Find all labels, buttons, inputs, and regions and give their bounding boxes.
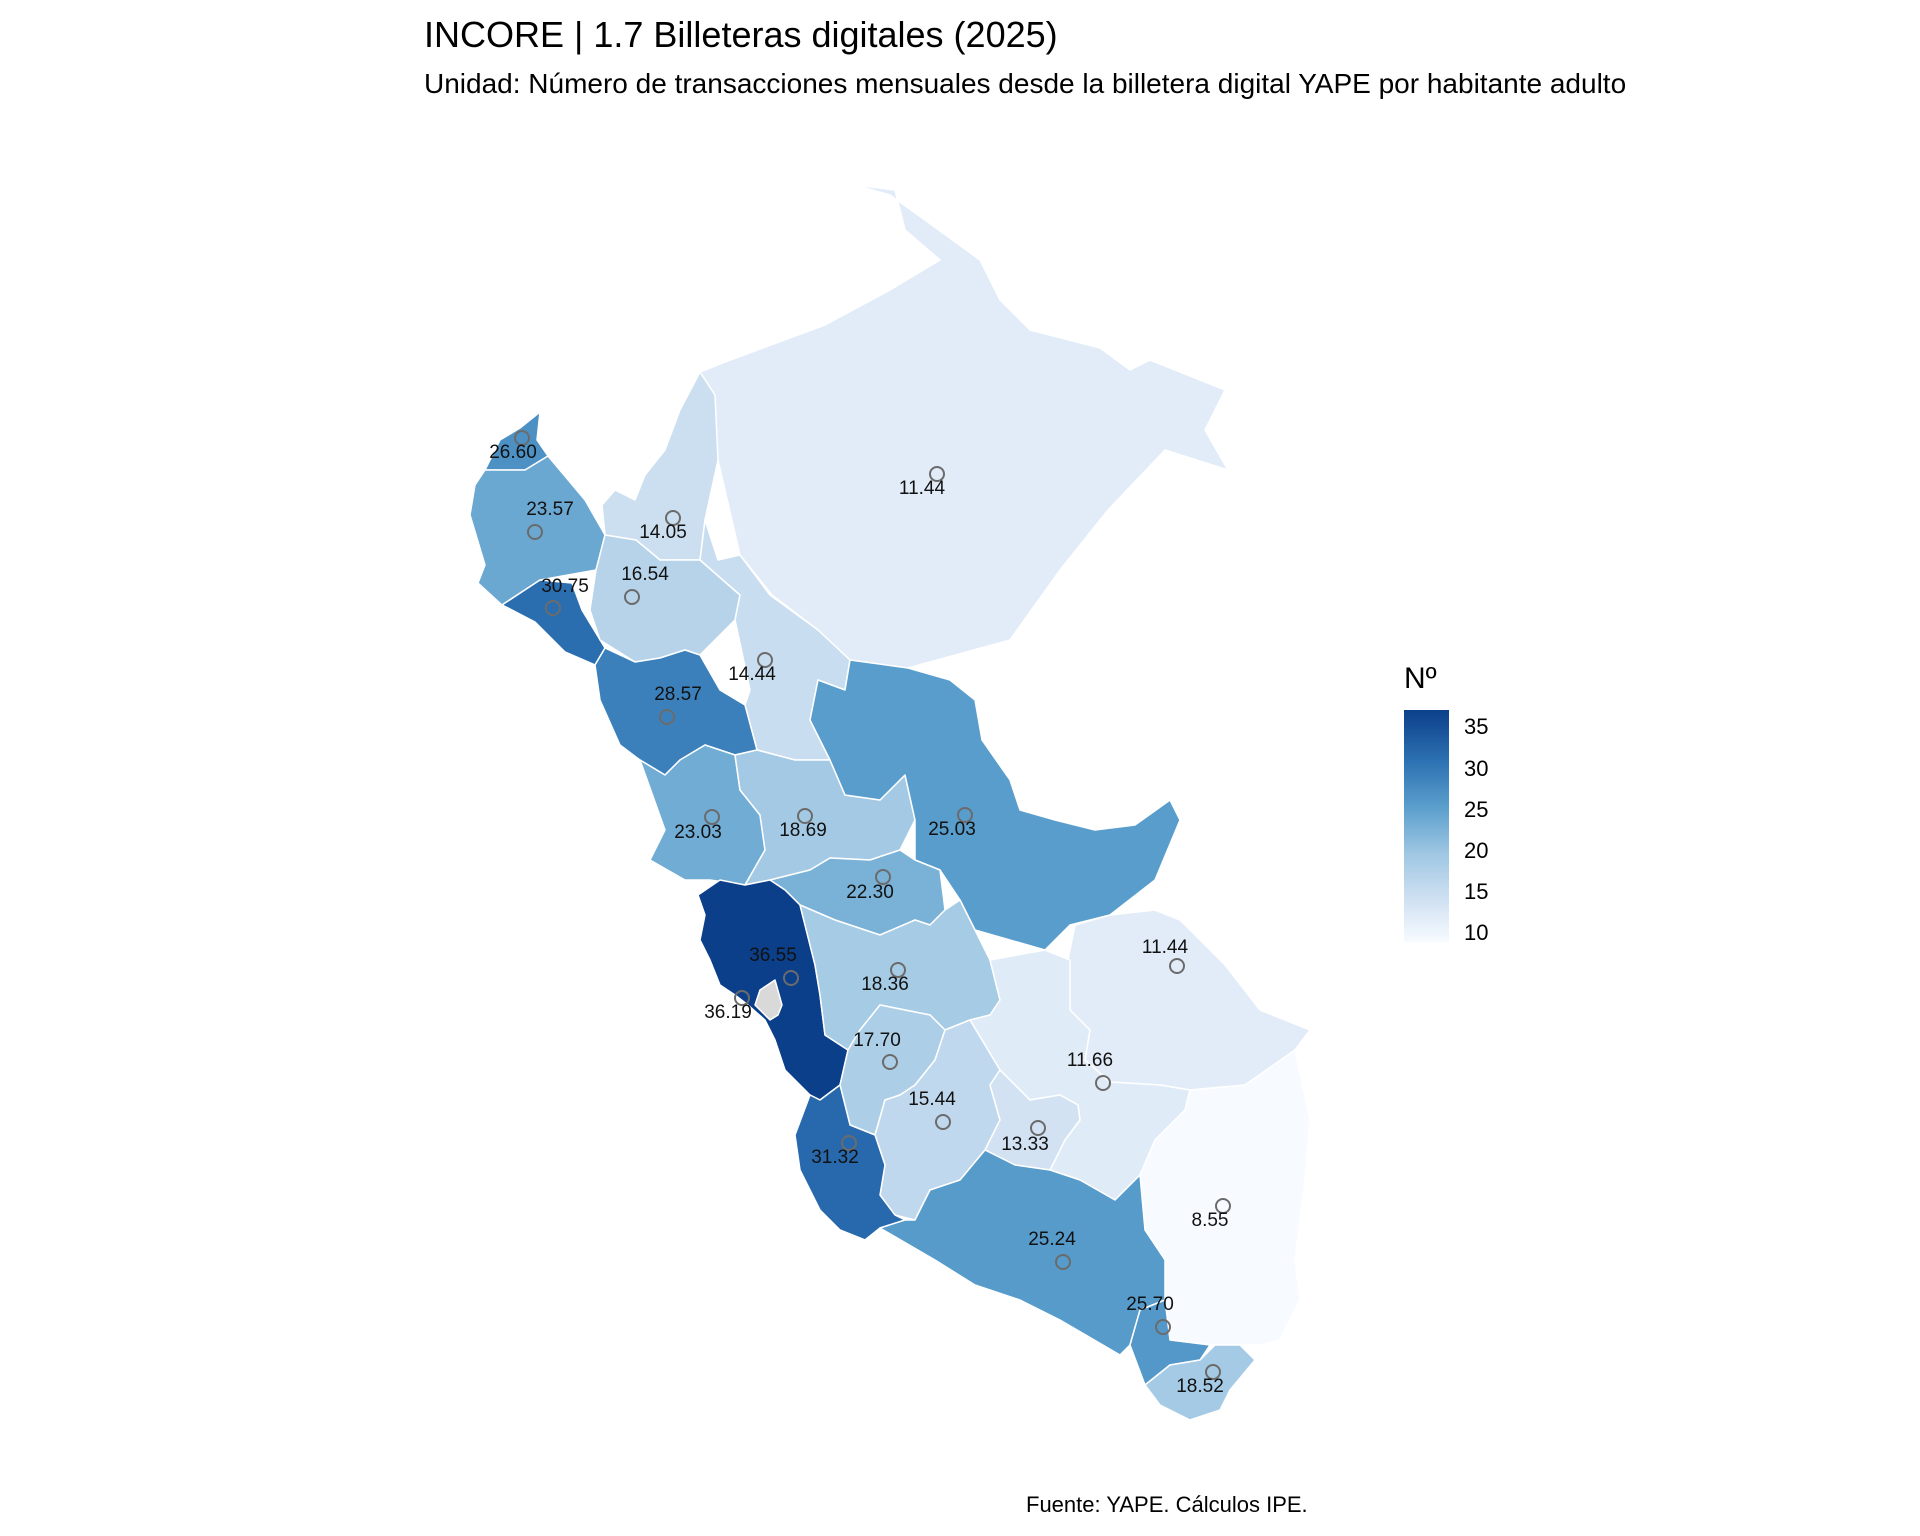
legend-tick-label: 20 xyxy=(1464,838,1489,863)
centroid-marker-la-libertad xyxy=(659,709,675,725)
legend-tick-label: 15 xyxy=(1464,879,1489,904)
centroid-marker-cusco xyxy=(1095,1075,1111,1091)
value-label-junin: 18.36 xyxy=(861,974,909,995)
centroid-marker-amazonas xyxy=(665,510,681,526)
value-label-puno: 8.55 xyxy=(1192,1210,1229,1231)
legend-tick-label: 30 xyxy=(1464,756,1489,781)
legend-tick-label: 25 xyxy=(1464,797,1489,822)
value-label-arequipa: 25.24 xyxy=(1028,1229,1076,1250)
value-label-huancavelica: 17.70 xyxy=(853,1030,901,1051)
centroid-marker-loreto xyxy=(929,466,945,482)
centroid-marker-callao xyxy=(734,990,750,1006)
legend: Nº 35 30 25 20 15 10 xyxy=(1404,662,1584,945)
centroid-marker-san-martin xyxy=(757,652,773,668)
value-label-piura: 23.57 xyxy=(526,499,574,520)
source-note: Fuente: YAPE. Cálculos IPE. xyxy=(1026,1492,1308,1517)
value-label-lima: 36.55 xyxy=(749,945,797,966)
legend-title: Nº xyxy=(1404,662,1437,695)
centroid-marker-madre-de-dios xyxy=(1169,958,1185,974)
value-label-pasco: 22.30 xyxy=(846,882,894,903)
region-tacna xyxy=(1144,1344,1256,1421)
value-label-loreto: 11.44 xyxy=(899,478,946,499)
value-label-lambayeque: 30.75 xyxy=(541,576,589,597)
centroid-marker-cajamarca xyxy=(624,589,640,605)
value-label-moquegua: 25.70 xyxy=(1126,1294,1174,1315)
value-label-amazonas: 14.05 xyxy=(639,522,687,543)
centroid-marker-arequipa xyxy=(1055,1254,1071,1270)
centroid-marker-ica xyxy=(841,1135,857,1151)
centroid-marker-junin xyxy=(890,962,906,978)
value-label-huanuco: 18.69 xyxy=(779,820,827,841)
centroid-marker-moquegua xyxy=(1155,1319,1171,1335)
centroid-marker-ayacucho xyxy=(935,1114,951,1130)
centroid-marker-piura xyxy=(527,524,543,540)
value-label-apurimac: 13.33 xyxy=(1001,1134,1049,1155)
value-label-cusco: 11.66 xyxy=(1067,1050,1113,1071)
centroid-marker-puno xyxy=(1215,1198,1231,1214)
value-label-ucayali: 25.03 xyxy=(928,819,976,840)
value-label-ica: 31.32 xyxy=(811,1147,859,1168)
map-title: INCORE | 1.7 Billeteras digitales (2025) xyxy=(424,14,1058,55)
region-arequipa xyxy=(879,1149,1166,1356)
value-label-ancash: 23.03 xyxy=(674,822,722,843)
map-subtitle: Unidad: Número de transacciones mensuale… xyxy=(424,68,1627,99)
legend-gradient-bar xyxy=(1404,710,1449,942)
centroid-marker-ancash xyxy=(704,809,720,825)
region-apurimac xyxy=(984,1069,1081,1171)
centroid-marker-lambayeque xyxy=(545,600,561,616)
centroid-marker-huanuco xyxy=(797,808,813,824)
value-label-tacna: 18.52 xyxy=(1176,1376,1224,1397)
region-loreto xyxy=(699,184,1229,683)
centroid-marker-apurimac xyxy=(1030,1120,1046,1136)
legend-colorbar: 35 30 25 20 15 10 xyxy=(1404,710,1584,945)
value-label-san-martin: 14.44 xyxy=(728,664,776,685)
legend-tick-label: 35 xyxy=(1464,714,1489,739)
value-label-callao: 36.19 xyxy=(704,1002,752,1023)
value-label-la-libertad: 28.57 xyxy=(654,684,702,705)
centroid-marker-pasco xyxy=(875,869,891,885)
value-label-tumbes: 26.60 xyxy=(489,442,537,463)
centroid-marker-tacna xyxy=(1205,1364,1221,1380)
centroid-marker-ucayali xyxy=(957,807,973,823)
centroid-marker-tumbes xyxy=(514,430,530,446)
centroid-marker-lima xyxy=(783,970,799,986)
value-label-cajamarca: 16.54 xyxy=(621,564,669,585)
region-callao xyxy=(754,979,783,1021)
value-label-madre-de-dios: 11.44 xyxy=(1142,937,1189,958)
value-label-ayacucho: 15.44 xyxy=(908,1089,956,1110)
legend-tick-label: 10 xyxy=(1464,920,1489,945)
region-ucayali xyxy=(809,659,1181,951)
region-ica xyxy=(794,1084,906,1241)
centroid-marker-huancavelica xyxy=(882,1054,898,1070)
